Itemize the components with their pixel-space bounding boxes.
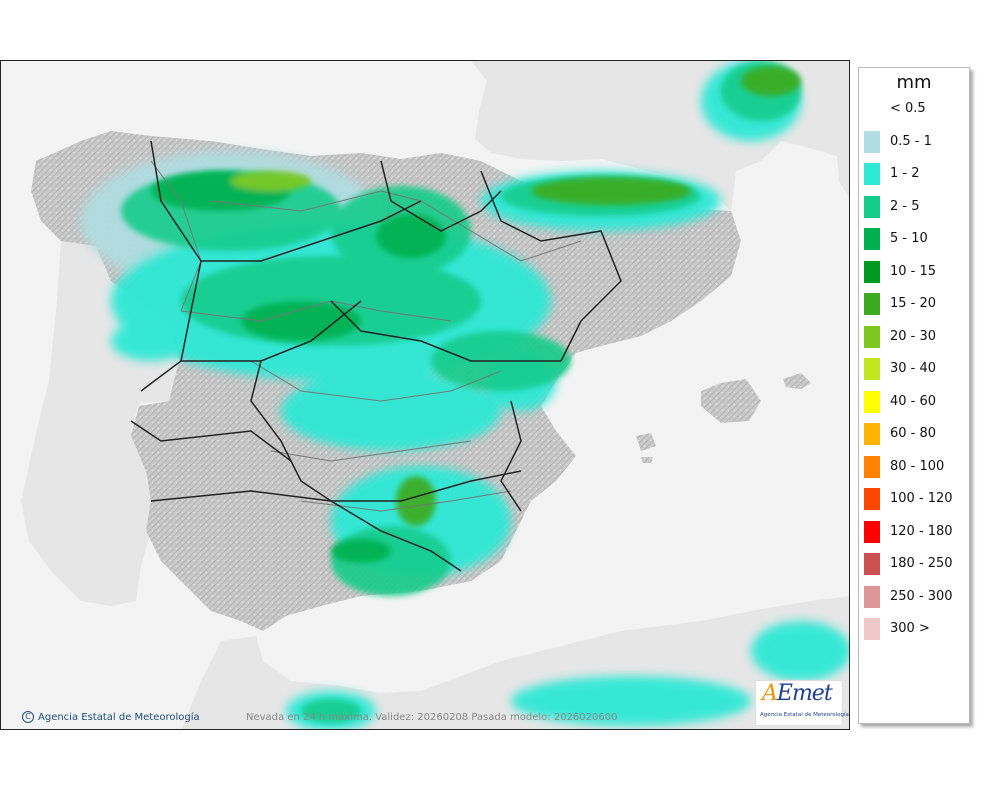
legend-label: 15 - 20: [890, 296, 937, 311]
legend-label: 80 - 100: [890, 458, 945, 474]
legend-label: 180 - 250: [890, 556, 953, 571]
legend-row: 20 - 30: [864, 325, 968, 348]
menorca: [783, 373, 811, 389]
formentera: [641, 457, 653, 463]
copyright-icon: C: [22, 711, 34, 723]
legend-swatch: [864, 358, 880, 380]
legend-row: 0.5 - 1: [864, 130, 968, 153]
legend-row: 1 - 2: [864, 163, 968, 185]
legend-label: 1 - 2: [890, 166, 920, 181]
mallorca: [701, 379, 761, 423]
legend-swatch: [864, 325, 880, 348]
legend-row: 120 - 180: [864, 520, 968, 543]
legend-swatch: [864, 553, 880, 575]
legend-label: 60 - 80: [890, 426, 937, 441]
legend-label: 2 - 5: [890, 198, 920, 214]
legend-swatch: [864, 423, 880, 445]
legend-row: 30 - 40: [864, 358, 968, 380]
legend-panel: mm < 0.5 0.5 - 1 1 - 2 2 - 5 5 - 10 10 - 15 15…: [858, 67, 970, 724]
legend-row: 15 - 20: [864, 293, 968, 315]
legend-label: 30 - 40: [890, 361, 937, 376]
legend-swatch: [864, 618, 880, 640]
precip-heavy-layer: [151, 66, 801, 563]
legend-swatch: [864, 293, 880, 315]
legend-swatch: [864, 260, 880, 283]
aemet-logo-mark: AEmet: [762, 681, 833, 706]
legend-row: 40 - 60: [864, 390, 968, 413]
aemet-logo: AEmet Agencia Estatal de Meteorología: [755, 680, 849, 726]
legend-label: 250 - 300: [890, 588, 953, 604]
italy-landmass: [831, 71, 849, 198]
legend-label: 10 - 15: [890, 263, 937, 279]
legend-swatch: [864, 163, 880, 185]
legend-row: 300 >: [864, 618, 968, 640]
legend-row: 2 - 5: [864, 195, 968, 218]
legend-swatch: [864, 130, 880, 153]
legend-swatch: [864, 228, 880, 250]
legend-row: 5 - 10: [864, 228, 968, 250]
legend-swatch: [864, 488, 880, 510]
legend-row: 180 - 250: [864, 553, 968, 575]
legend-swatch: [864, 98, 880, 120]
legend-row: 60 - 80: [864, 423, 968, 445]
legend-swatch: [864, 520, 880, 543]
legend-label: 40 - 60: [890, 393, 937, 409]
legend-row: 10 - 15: [864, 260, 968, 283]
legend-unit: mm: [896, 72, 932, 93]
legend-swatch: [864, 195, 880, 218]
agency-credit-text: Agencia Estatal de Meteorología: [38, 711, 200, 723]
legend-swatch: [864, 390, 880, 413]
community-borders: [130, 140, 622, 572]
legend-row: 80 - 100: [864, 455, 968, 478]
legend-label: 120 - 180: [890, 523, 953, 539]
legend-swatch: [864, 585, 880, 608]
snow-map: [0, 60, 850, 730]
legend-label: 5 - 10: [890, 231, 928, 246]
ibiza: [636, 433, 656, 451]
map-canvas: [1, 61, 849, 729]
region-borders: [150, 160, 582, 512]
validity-text: Nevada en 24 h máxima. Validez: 20260208…: [246, 712, 618, 723]
agency-credit: C Agencia Estatal de Meteorología: [22, 711, 200, 723]
legend-row: 100 - 120: [864, 488, 968, 510]
legend-label: 0.5 - 1: [890, 133, 932, 149]
legend-label: 20 - 30: [890, 328, 937, 344]
aemet-logo-subtitle: Agencia Estatal de Meteorología: [760, 712, 849, 718]
legend-label: < 0.5: [890, 101, 926, 116]
legend-swatch: [864, 455, 880, 478]
legend-row: < 0.5: [864, 98, 968, 120]
legend-row: 250 - 300: [864, 585, 968, 608]
legend-label: 100 - 120: [890, 491, 953, 506]
legend-label: 300 >: [890, 621, 930, 636]
